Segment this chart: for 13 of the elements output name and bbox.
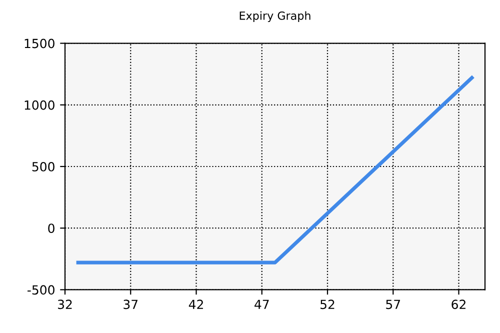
x-tick-label: 52 <box>320 300 334 310</box>
x-tick-label: 32 <box>58 300 72 310</box>
x-tick-label: 47 <box>254 300 269 309</box>
y-tick-label: 0 <box>48 224 54 234</box>
y-tick-label: 1000 <box>24 100 54 110</box>
x-tick-label: 37 <box>124 300 138 310</box>
y-tick-label: 1500 <box>24 38 54 48</box>
y-tick-label: -500 <box>28 285 54 295</box>
x-tick-label: 57 <box>386 300 400 310</box>
x-tick-label: 62 <box>452 300 466 310</box>
y-tick-label: 500 <box>32 162 54 172</box>
x-tick-label: 42 <box>188 300 203 309</box>
chart-title: Expiry Graph <box>240 11 310 22</box>
